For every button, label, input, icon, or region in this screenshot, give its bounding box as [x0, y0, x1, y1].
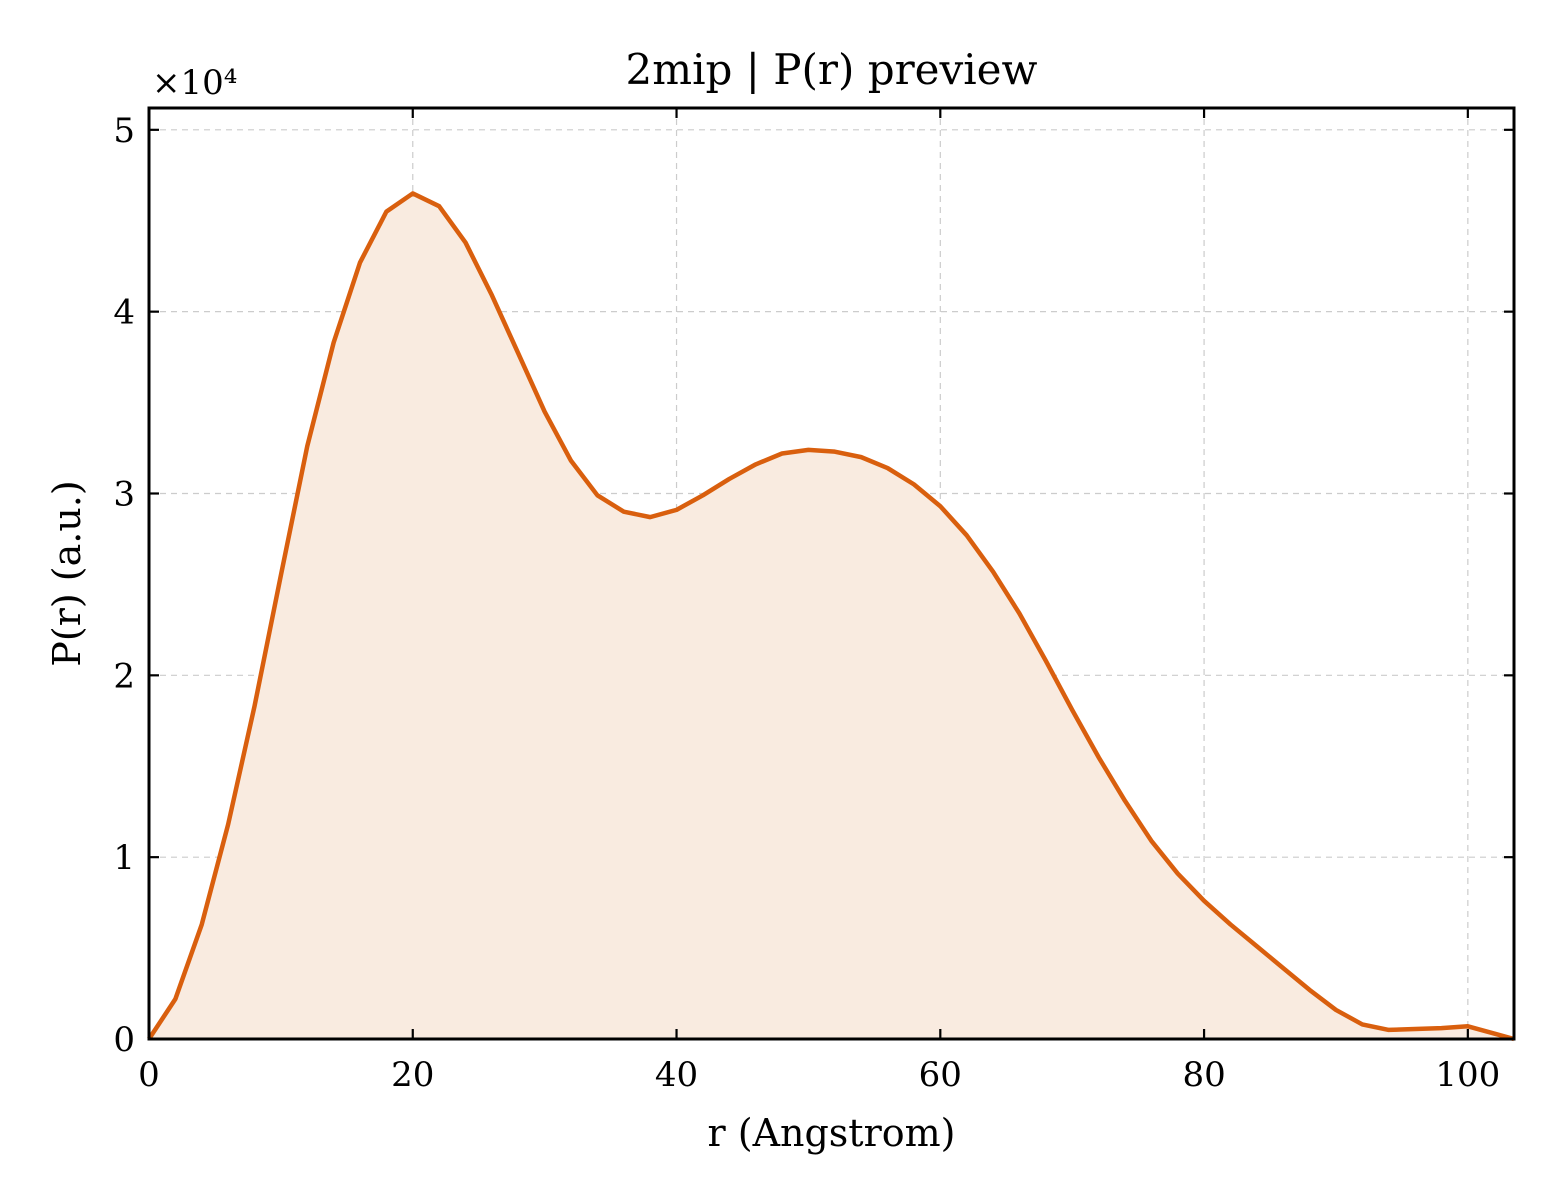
y-axis-label: P(r) (a.u.) — [45, 480, 89, 666]
y-tick-label: 3 — [113, 474, 135, 514]
x-tick-label: 60 — [919, 1055, 962, 1095]
x-axis-label: r (Angstrom) — [708, 1111, 956, 1155]
y-tick-label: 5 — [113, 111, 135, 151]
y-tick-label: 2 — [113, 656, 135, 696]
pr-series-line — [147, 191, 1515, 1042]
y-axis-multiplier: ×10⁴ — [152, 63, 237, 103]
y-tick-label: 4 — [113, 293, 135, 333]
y-tick-label: 1 — [113, 838, 135, 878]
x-tick-label: 40 — [655, 1055, 698, 1095]
x-tick-label: 0 — [138, 1055, 160, 1095]
plot-frame — [147, 106, 1516, 1041]
x-tick-label: 20 — [391, 1055, 434, 1095]
x-tick-label: 100 — [1435, 1055, 1500, 1095]
x-tick-label: 80 — [1182, 1055, 1225, 1095]
axis-ticks: 0 20 40 60 80 100 0 1 2 3 4 5 — [113, 108, 1514, 1095]
y-tick-label: 0 — [113, 1020, 135, 1060]
chart-title: 2mip | P(r) preview — [626, 45, 1038, 94]
pr-area-fill — [149, 193, 1514, 1039]
